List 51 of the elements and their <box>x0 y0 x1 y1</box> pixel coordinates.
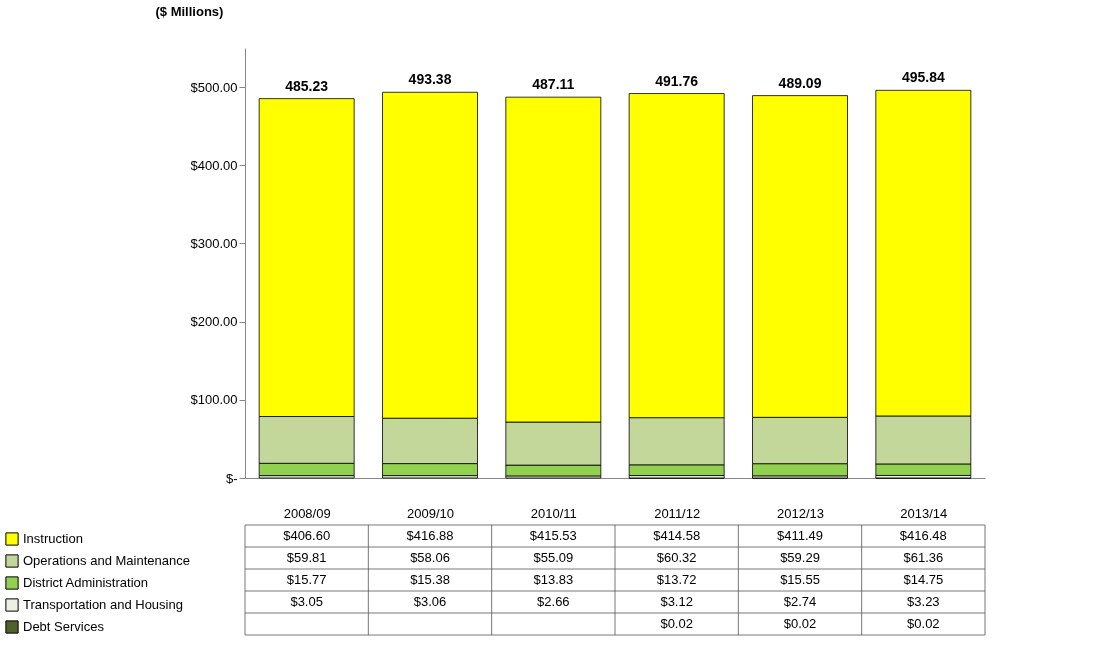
y-tick-label: $- <box>225 470 238 486</box>
data-label: $2.74 <box>783 594 817 609</box>
data-label: $61.36 <box>903 550 944 565</box>
y-tick-label: $500.00 <box>190 79 238 95</box>
legend-label: Operations and Maintenance <box>23 553 190 568</box>
data-label: $416.88 <box>406 528 454 543</box>
data-label: $0.02 <box>907 616 940 631</box>
x-tick-label: 2009/10 <box>407 505 454 521</box>
data-label: $15.55 <box>780 572 820 587</box>
total-label: 495.84 <box>901 69 945 86</box>
y-axis-title: ($ Millions) <box>155 3 224 19</box>
data-label: $0.02 <box>660 616 693 631</box>
legend-label: Instruction <box>23 531 83 546</box>
data-label: $411.49 <box>776 528 824 543</box>
data-label: $13.72 <box>656 572 697 587</box>
data-label: $60.32 <box>656 550 697 565</box>
x-tick-label: 2013/14 <box>900 505 948 521</box>
legend-label: Transportation and Housing <box>23 597 183 612</box>
data-label: $13.83 <box>533 572 574 587</box>
y-tick-label: $300.00 <box>190 235 238 251</box>
y-tick-label: $100.00 <box>190 392 238 408</box>
x-tick-label: 2011/12 <box>654 505 701 521</box>
data-label: $59.29 <box>780 550 820 565</box>
x-tick-label: 2012/13 <box>777 505 824 521</box>
total-label: 493.38 <box>408 71 452 88</box>
total-label: 487.11 <box>532 76 575 93</box>
y-tick-label: $200.00 <box>190 314 238 330</box>
data-label: $0.02 <box>783 616 817 631</box>
data-label: $3.06 <box>413 594 447 609</box>
total-label: 485.23 <box>285 77 329 94</box>
legend-label: Debt Services <box>23 619 105 634</box>
data-label: $59.81 <box>286 550 327 565</box>
total-label: 491.76 <box>655 72 699 89</box>
data-label: $2.66 <box>537 594 570 609</box>
x-tick-label: 2008/09 <box>283 505 331 521</box>
data-label: $3.23 <box>907 594 940 609</box>
data-label: $3.12 <box>660 594 693 609</box>
data-label: $415.53 <box>529 528 577 543</box>
data-label: $58.06 <box>410 550 450 565</box>
x-tick-label: 2010/11 <box>530 505 577 521</box>
data-label: $15.77 <box>286 572 327 587</box>
legend-label: District Administration <box>23 575 148 590</box>
data-label: $416.48 <box>899 528 947 543</box>
data-label: $414.58 <box>653 528 701 543</box>
data-label: $14.75 <box>903 572 944 587</box>
y-tick-label: $400.00 <box>190 157 238 173</box>
total-label: 489.09 <box>778 74 822 91</box>
data-label: $3.05 <box>290 594 323 609</box>
data-label: $55.09 <box>533 550 574 565</box>
data-label: $15.38 <box>410 572 450 587</box>
data-label: $406.60 <box>283 528 331 543</box>
